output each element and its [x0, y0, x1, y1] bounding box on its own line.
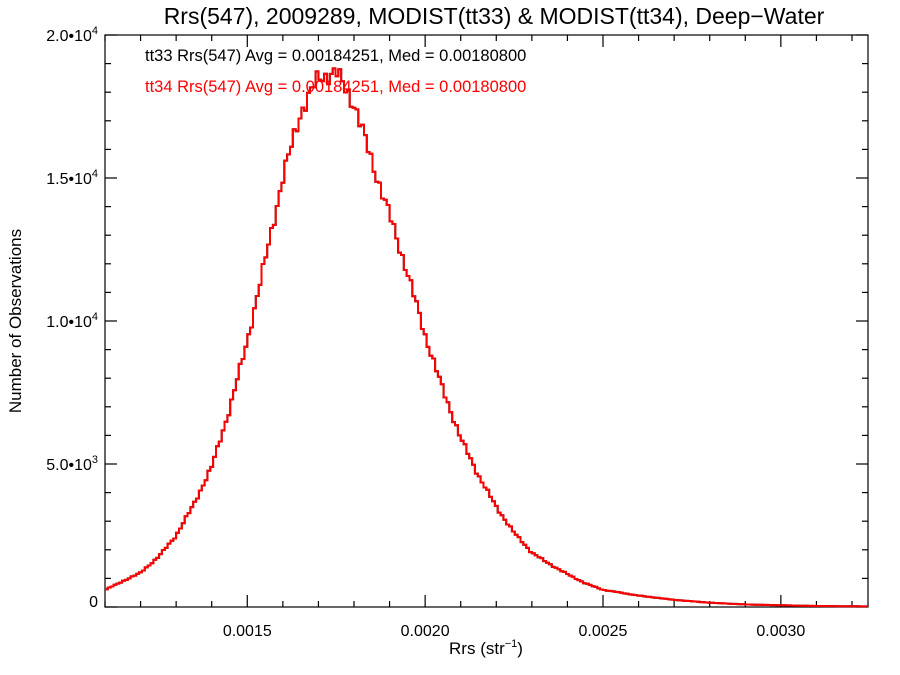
series-tt34-histogram — [105, 67, 868, 608]
y-tick-label: 5.0•103 — [46, 454, 98, 474]
y-tick-label: 2.0•104 — [46, 25, 98, 45]
y-axis-title: Number of Observations — [6, 229, 25, 413]
plot-area — [104, 34, 869, 608]
y-tick-label: 1.0•104 — [46, 311, 98, 331]
x-axis-ticks — [104, 35, 853, 607]
annotation-tt34-stats: tt34 Rrs(547) Avg = 0.00184251, Med = 0.… — [145, 78, 526, 96]
x-tick-label: 0.0030 — [756, 623, 805, 640]
y-tick-label: 1.5•104 — [46, 168, 98, 188]
chart-title: Rrs(547), 2009289, MODIST(tt33) & MODIST… — [164, 3, 825, 29]
series-tt33-histogram — [105, 67, 868, 608]
x-tick-label: 0.0020 — [401, 623, 450, 640]
x-axis-tick-labels: 0.0015 0.0020 0.0025 0.0030 — [223, 623, 806, 640]
y-axis-tick-labels: 0 5.0•103 1.0•104 1.5•104 2.0•104 — [46, 25, 98, 611]
y-axis-ticks — [105, 34, 868, 608]
plot-frame — [104, 34, 869, 608]
y-tick-label: 0 — [89, 594, 98, 611]
x-tick-label: 0.0025 — [579, 623, 628, 640]
annotation-tt33-stats: tt33 Rrs(547) Avg = 0.00184251, Med = 0.… — [145, 47, 526, 65]
x-tick-label: 0.0015 — [223, 623, 272, 640]
x-axis-title: Rrs (str−1) — [449, 638, 523, 658]
